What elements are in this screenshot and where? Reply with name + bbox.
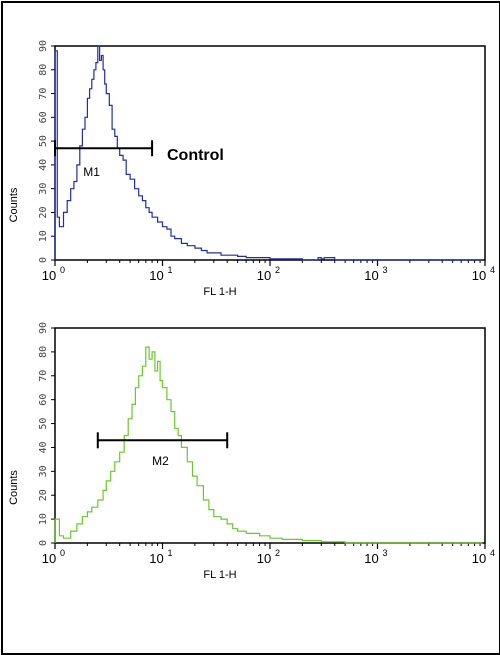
- x-tick-exponent: 0: [60, 265, 65, 275]
- x-tick-label: 10: [42, 551, 56, 566]
- x-tick-label: 10: [364, 268, 378, 283]
- x-tick-exponent: 2: [275, 548, 280, 558]
- x-tick-label: 10: [257, 268, 271, 283]
- x-tick-exponent: 1: [168, 548, 173, 558]
- y-tick-label: 0: [38, 540, 49, 546]
- x-tick-exponent: 4: [490, 548, 495, 558]
- x-tick-exponent: 3: [383, 265, 388, 275]
- histogram-series-1: [54, 45, 483, 261]
- y-tick-label: 80: [38, 64, 49, 76]
- y-tick-label: 90: [38, 40, 49, 52]
- y-tick-label: 10: [38, 230, 49, 242]
- x-tick-exponent: 4: [490, 265, 495, 275]
- y-tick-label: 80: [38, 346, 49, 358]
- x-tick-exponent: 1: [168, 265, 173, 275]
- y-tick-label: 60: [38, 394, 49, 406]
- y-tick-label: 30: [38, 183, 49, 195]
- y-tick-label: 70: [38, 370, 49, 382]
- x-axis-label: FL 1-H: [203, 569, 236, 581]
- x-tick-label: 10: [364, 551, 378, 566]
- y-tick-label: 50: [38, 418, 49, 430]
- x-tick-label: 10: [42, 268, 56, 283]
- annotation-label: Control: [167, 147, 224, 164]
- y-tick-label: 50: [38, 135, 49, 147]
- y-tick-label: 40: [38, 159, 49, 171]
- y-tick-label: 20: [38, 206, 49, 218]
- y-tick-label: 30: [38, 465, 49, 477]
- histogram-series-1: [54, 346, 483, 544]
- x-tick-label: 10: [472, 551, 486, 566]
- y-tick-label: 0: [38, 257, 49, 263]
- x-tick-exponent: 3: [383, 548, 388, 558]
- plot-area: [54, 327, 486, 544]
- y-tick-label: 60: [38, 111, 49, 123]
- y-tick-label: 20: [38, 489, 49, 501]
- y-axis-label: Counts: [8, 187, 20, 222]
- x-tick-label: 10: [257, 551, 271, 566]
- y-tick-label: 70: [38, 88, 49, 100]
- gate-marker-label: M1: [83, 165, 100, 179]
- x-tick-label: 10: [149, 551, 163, 566]
- x-tick-exponent: 2: [275, 265, 280, 275]
- y-tick-label: 10: [38, 513, 49, 525]
- y-tick-label: 40: [38, 441, 49, 453]
- y-tick-label: 90: [38, 322, 49, 334]
- x-tick-exponent: 0: [60, 548, 65, 558]
- x-tick-label: 10: [472, 268, 486, 283]
- gate-marker-label: M2: [152, 454, 169, 468]
- y-axis-label: Counts: [8, 470, 20, 505]
- x-axis-label: FL 1-H: [203, 286, 236, 298]
- x-tick-label: 10: [149, 268, 163, 283]
